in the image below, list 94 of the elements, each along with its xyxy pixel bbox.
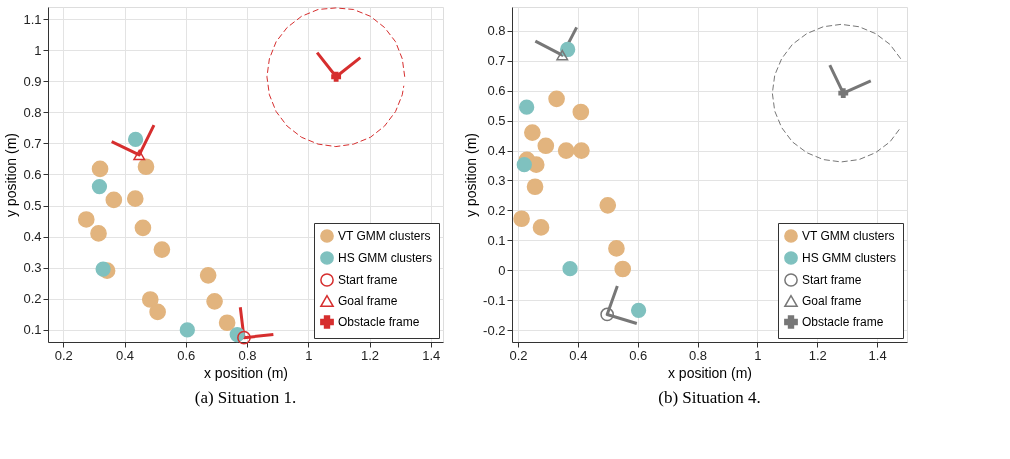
legend-label: Goal frame <box>802 294 862 308</box>
y-tick-label: -0.1 <box>483 292 506 308</box>
y-tick-label: 0.1 <box>487 232 506 248</box>
y-tick-label: 0.5 <box>487 113 506 129</box>
point <box>153 241 171 258</box>
point <box>556 49 569 61</box>
y-axis-title: y position (m) <box>463 132 480 218</box>
point <box>526 178 544 196</box>
point <box>91 160 109 178</box>
point <box>600 307 615 322</box>
point <box>614 260 632 278</box>
point <box>179 322 195 338</box>
legend-label: VT GMM clusters <box>338 229 431 243</box>
y-tick-label: 0.8 <box>487 23 506 39</box>
legend-label: Start frame <box>802 273 862 287</box>
point <box>105 191 123 209</box>
y-tick-label: 0.8 <box>23 104 42 120</box>
point <box>572 103 590 121</box>
point <box>630 302 647 318</box>
point <box>149 303 166 321</box>
point <box>573 142 590 159</box>
x-tick-label: 1.4 <box>422 347 441 363</box>
point <box>516 157 532 173</box>
point <box>77 211 95 228</box>
point <box>237 330 251 345</box>
y-tick-label: 0.4 <box>487 143 506 159</box>
legend-label: Obstacle frame <box>802 315 884 329</box>
point <box>548 90 565 108</box>
x-axis-title: x position (m) <box>203 364 289 381</box>
point <box>557 142 575 159</box>
point <box>838 88 849 99</box>
y-tick-label: 1 <box>34 42 42 58</box>
y-tick-label: 0.3 <box>487 172 506 188</box>
y-tick-label: 0.3 <box>23 260 42 276</box>
x-tick-label: 1.4 <box>868 347 887 363</box>
y-tick-label: 0.5 <box>23 198 42 214</box>
x-tick-label: 0.6 <box>177 347 196 363</box>
legend-label: HS GMM clusters <box>802 251 897 265</box>
point <box>562 261 578 277</box>
point <box>91 178 108 195</box>
point <box>133 149 146 161</box>
y-tick-label: 0.2 <box>487 202 506 218</box>
point <box>331 71 342 82</box>
y-tick-label: 0.1 <box>23 322 42 338</box>
point <box>90 225 107 242</box>
point <box>519 99 535 115</box>
point <box>137 158 155 176</box>
legend-label: Obstacle frame <box>338 315 420 329</box>
line-series <box>266 7 406 148</box>
line-series <box>771 23 902 163</box>
y-tick-label: 0.4 <box>23 229 42 245</box>
x-axis-title: x position (m) <box>667 364 753 381</box>
point <box>537 137 555 155</box>
x-tick-label: 0.6 <box>629 347 648 363</box>
legend-label: Goal frame <box>338 294 398 308</box>
x-tick-label: 1 <box>754 347 762 363</box>
y-tick-label: 0.6 <box>487 83 506 99</box>
y-tick-label: 0.2 <box>23 291 42 307</box>
y-tick-label: 0.6 <box>23 167 42 182</box>
point <box>95 261 111 277</box>
text: (b) Situation 4. <box>658 388 761 407</box>
point <box>199 266 217 284</box>
point <box>127 131 144 148</box>
x-tick-label: 0.4 <box>116 347 135 363</box>
x-tick-label: 0.8 <box>238 347 257 363</box>
y-tick-label: 1.1 <box>23 11 42 27</box>
x-tick-label: 0.8 <box>688 347 708 363</box>
point <box>532 219 550 236</box>
y-tick-label: 0.7 <box>23 135 42 151</box>
point <box>599 196 617 214</box>
y-axis-title: y position (m) <box>3 132 20 218</box>
x-tick-label: 0.2 <box>509 347 528 363</box>
legend-label: VT GMM clusters <box>802 229 895 243</box>
x-tick-label: 1.2 <box>360 347 380 363</box>
y-tick-label: 0.9 <box>23 73 42 89</box>
y-tick-label: 0.7 <box>487 53 506 69</box>
point <box>206 293 223 310</box>
x-tick-label: 1 <box>305 347 313 363</box>
point <box>608 240 625 257</box>
point <box>141 291 159 308</box>
point <box>134 219 152 237</box>
point <box>218 314 236 332</box>
x-tick-label: 1.2 <box>808 347 827 363</box>
legend-label: Start frame <box>338 273 398 287</box>
point <box>126 190 144 208</box>
legend-label: HS GMM clusters <box>338 251 433 265</box>
y-tick-label: -0.2 <box>483 322 506 338</box>
point <box>513 210 530 228</box>
y-tick-label: 0 <box>498 262 506 278</box>
x-tick-label: 0.4 <box>569 347 588 363</box>
text: (a) Situation 1. <box>194 388 297 407</box>
point <box>560 41 576 58</box>
point <box>524 124 541 141</box>
x-tick-label: 0.2 <box>54 347 73 363</box>
